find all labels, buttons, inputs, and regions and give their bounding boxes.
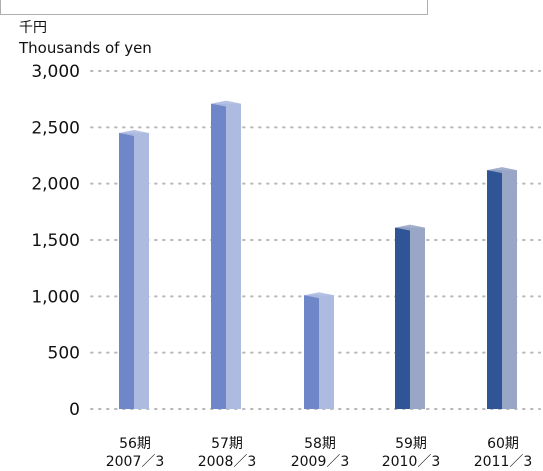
bar-side-face xyxy=(319,295,334,409)
y-tick-label: 1,500 xyxy=(31,231,80,251)
bar-front-face xyxy=(304,295,319,409)
bar-side-face xyxy=(226,103,241,409)
x-label-date: 2008／3 xyxy=(198,454,257,470)
bar-front-face xyxy=(395,227,410,409)
x-label-period: 58期 xyxy=(304,436,336,452)
bar xyxy=(487,167,517,409)
y-tick-label: 0 xyxy=(69,400,80,420)
bar-top-cap xyxy=(395,224,425,231)
y-tick-label: 1,000 xyxy=(31,287,80,307)
bar-top-cap xyxy=(211,100,241,107)
top-frame xyxy=(0,0,428,15)
x-label-period: 57期 xyxy=(211,436,243,452)
bar-front-face xyxy=(487,170,502,409)
x-axis-labels: 56期 2007／3 57期 2008／3 58期 2009／3 59期 2010／3 60期 2… xyxy=(106,436,533,470)
bar-top-cap xyxy=(304,292,334,299)
x-label-period: 59期 xyxy=(395,436,427,452)
x-label-date: 2009／3 xyxy=(291,454,350,470)
bar-side-face xyxy=(502,170,517,409)
x-label-period: 56期 xyxy=(119,436,151,452)
x-label-date: 2010／3 xyxy=(382,454,441,470)
y-tick-label: 500 xyxy=(48,344,80,364)
bar-top-cap xyxy=(119,129,149,136)
y-tick-label: 3,000 xyxy=(31,62,80,82)
x-label-date: 2007／3 xyxy=(106,454,165,470)
y-axis-ticks: 0 500 1,000 1,500 2,000 2,500 3,000 xyxy=(31,62,80,420)
y-unit-label-en: Thousands of yen xyxy=(19,39,152,57)
bar-top-cap xyxy=(487,167,517,174)
y-tick-label: 2,500 xyxy=(31,118,80,138)
y-tick-label: 2,000 xyxy=(31,175,80,195)
bar xyxy=(304,292,334,409)
bar-front-face xyxy=(211,103,226,409)
bar-front-face xyxy=(119,132,134,409)
bar xyxy=(395,224,425,409)
x-label-date: 2011／3 xyxy=(474,454,533,470)
bar-side-face xyxy=(410,227,425,409)
bar xyxy=(119,129,149,409)
bar-side-face xyxy=(134,132,149,409)
y-unit-label-jp: 千円 xyxy=(19,20,47,36)
bars xyxy=(119,100,517,409)
x-label-period: 60期 xyxy=(487,436,519,452)
bar xyxy=(211,100,241,409)
